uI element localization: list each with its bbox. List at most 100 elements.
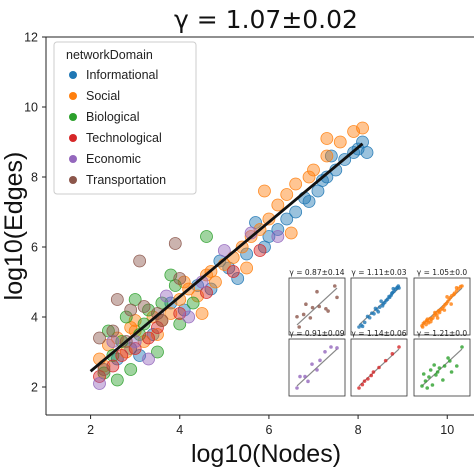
- inset-point: [421, 372, 426, 376]
- inset-point: [323, 349, 327, 354]
- y-tick-label: 4: [31, 311, 38, 325]
- data-point: [119, 310, 133, 324]
- fit-line: [89, 142, 364, 373]
- legend-marker: [69, 71, 77, 79]
- inset-point: [420, 384, 424, 388]
- inset-point: [435, 313, 439, 317]
- inset-point: [315, 368, 319, 372]
- inset-point: [454, 286, 459, 290]
- inset-fit-line: [296, 287, 338, 326]
- inset-point: [315, 289, 319, 294]
- data-point: [124, 363, 138, 376]
- data-point: [280, 212, 294, 226]
- data-point: [320, 132, 334, 145]
- inset-point: [423, 379, 428, 383]
- data-point: [271, 223, 285, 236]
- inset-point: [460, 284, 464, 288]
- data-point: [240, 261, 254, 275]
- x-tick-label: 10: [440, 423, 454, 437]
- inset-point: [357, 325, 361, 329]
- data-point: [235, 240, 249, 254]
- data-point: [106, 324, 120, 338]
- data-point: [142, 331, 155, 345]
- data-point: [316, 174, 329, 187]
- data-point: [173, 272, 187, 285]
- inset-label: γ = 1.05±0.0: [417, 268, 468, 277]
- inset-point: [377, 365, 381, 370]
- x-tick-label: 6: [265, 423, 272, 437]
- data-point: [360, 146, 374, 159]
- inset-point: [397, 286, 401, 290]
- data-point: [142, 352, 155, 366]
- data-point: [289, 205, 303, 219]
- data-point: [173, 293, 187, 306]
- data-point: [333, 135, 347, 149]
- inset-point: [357, 386, 361, 390]
- inset-point: [390, 291, 394, 296]
- inset-point: [434, 373, 438, 377]
- inset-point: [306, 379, 310, 384]
- inset-point: [310, 305, 315, 310]
- inset-label: γ = 1.14±0.06: [351, 329, 406, 338]
- inset-point: [376, 309, 381, 314]
- inset-point: [317, 304, 322, 309]
- tick-labels: 2 4 6 8 10 2 4 6 8 10 12: [24, 31, 454, 438]
- data-point: [128, 342, 142, 355]
- x-tick-label: 2: [87, 423, 94, 437]
- inset-point: [310, 362, 314, 366]
- inset-point: [449, 302, 453, 306]
- data-point: [302, 170, 316, 184]
- data-point: [200, 230, 213, 243]
- inset-point: [308, 316, 313, 320]
- data-point: [151, 321, 164, 334]
- inset-point: [379, 299, 383, 304]
- legend-entry: Social: [86, 89, 120, 103]
- y-tick-label: 8: [31, 171, 38, 185]
- inset-point: [449, 370, 454, 374]
- inset-point: [390, 352, 395, 356]
- inset-fit-line: [296, 348, 338, 387]
- inset-point: [454, 364, 459, 368]
- inset-point: [360, 324, 365, 329]
- data-points: [93, 121, 374, 390]
- data-point: [226, 265, 240, 278]
- inset-point: [365, 314, 370, 319]
- inset-point: [362, 379, 367, 383]
- data-point: [93, 370, 106, 383]
- data-point: [320, 149, 334, 163]
- inset-point: [377, 305, 382, 309]
- data-point: [240, 247, 254, 261]
- data-point: [324, 149, 338, 163]
- inset-point: [442, 308, 447, 312]
- data-point: [262, 212, 276, 226]
- inset-point: [335, 295, 339, 300]
- inset-point: [370, 311, 374, 315]
- inset-label: γ = 1.21±0.0: [417, 329, 468, 338]
- inset-point: [429, 319, 433, 324]
- inset-point: [295, 386, 299, 390]
- chart-title: γ = 1.07±0.02: [174, 5, 358, 34]
- data-point: [231, 272, 245, 285]
- data-point: [173, 317, 187, 331]
- inset-label: γ = 0.91±0.09: [289, 329, 344, 338]
- inset-point: [318, 358, 322, 363]
- inset-point: [435, 316, 440, 320]
- data-point: [217, 244, 231, 257]
- inset-point: [424, 318, 429, 323]
- inset-point: [427, 375, 431, 379]
- data-point: [258, 184, 271, 198]
- inset-point: [452, 292, 456, 297]
- legend-marker: [69, 176, 77, 184]
- data-point: [164, 307, 178, 320]
- data-point: [182, 310, 196, 324]
- legend-marker: [69, 92, 77, 100]
- data-point: [155, 314, 169, 327]
- inset-point: [371, 370, 376, 374]
- inset-point: [383, 358, 388, 363]
- inset-label: γ = 0.87±0.14: [289, 268, 344, 277]
- inset-point: [366, 377, 370, 381]
- data-point: [106, 335, 120, 348]
- data-point: [168, 279, 182, 292]
- inset-point: [424, 322, 428, 327]
